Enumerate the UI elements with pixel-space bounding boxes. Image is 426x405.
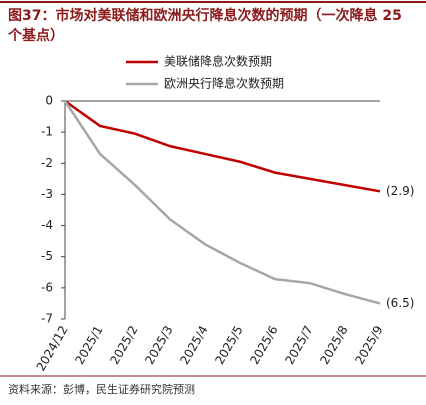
x-tick-label: 2025/6 [247, 323, 280, 367]
y-tick-label: -1 [41, 125, 53, 139]
y-tick-label: -6 [41, 280, 53, 294]
y-tick-label: -5 [41, 249, 53, 263]
y-tick-label: -7 [41, 312, 53, 326]
y-tick-label: -4 [41, 218, 53, 232]
y-tick-label: 0 [45, 94, 53, 108]
y-tick-label: -3 [41, 187, 53, 201]
y-tick-label: -2 [41, 156, 53, 170]
source-note: 资料来源：彭博，民生证券研究院预测 [8, 383, 195, 396]
x-tick-label: 2025/8 [317, 323, 350, 367]
chart-title: 图37：市场对美联储和欧洲央行降息次数的预期（一次降息 25 个基点） [8, 8, 402, 44]
x-tick-label: 2025/3 [142, 323, 175, 367]
x-tick-label: 2024/12 [34, 323, 71, 373]
x-tick-label: 2025/1 [72, 323, 105, 367]
line-series [63, 100, 381, 305]
data-label: (6.5) [386, 296, 414, 310]
x-tick-label: 2025/4 [177, 323, 210, 367]
data-label: (2.9) [386, 184, 414, 198]
x-tick-label: 2025/5 [212, 323, 245, 367]
line-series [64, 99, 381, 193]
x-tick-label: 2025/7 [282, 323, 315, 367]
legend-label: 美联储降息次数预期 [164, 54, 272, 69]
x-tick-label: 2025/9 [352, 323, 385, 367]
x-tick-label: 2025/2 [107, 323, 140, 367]
legend-label: 欧洲央行降息次数预期 [164, 76, 284, 91]
